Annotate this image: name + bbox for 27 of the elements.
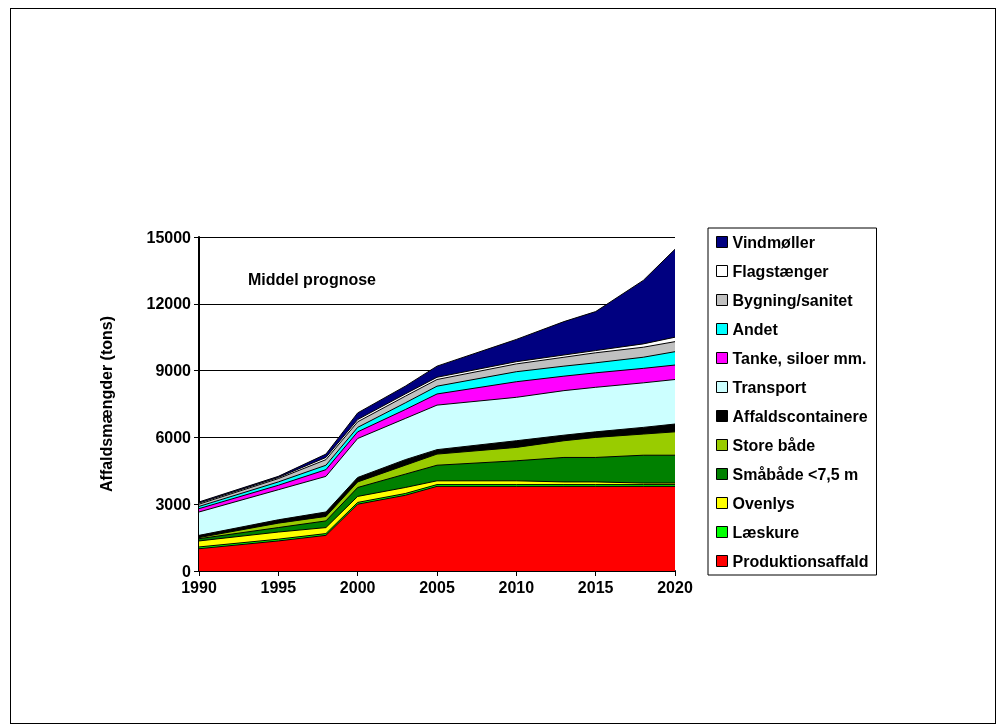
x-tick-label: 2015 [577, 578, 614, 596]
x-tick-label: 1995 [260, 578, 297, 596]
y-tick-label: 3000 [155, 495, 192, 513]
y-tick-label: 12000 [146, 295, 192, 313]
legend-label: Læskure [732, 523, 800, 541]
x-tick-label: 2005 [419, 578, 455, 596]
y-tick-label: 9000 [155, 362, 192, 380]
text: Middel prognose [248, 270, 377, 288]
legend-label: Vindmøller [732, 233, 815, 251]
legend-label: Transport [732, 378, 807, 396]
x-tick-label: 2000 [339, 578, 376, 596]
legend-label: Flagstænger [732, 262, 829, 280]
x-tick-label: 2010 [498, 578, 535, 596]
y-tick-label: 15000 [146, 228, 192, 246]
y-tick-label: 0 [182, 562, 192, 580]
y-tick-label: 6000 [155, 428, 192, 446]
legend-label: Småbåde <7,5 m [732, 465, 859, 483]
y-axis-title: Affaldsmængder (tons) [97, 316, 115, 492]
legend-label: Store både [732, 436, 816, 454]
x-tick-label: 1990 [181, 578, 217, 596]
legend-label: Andet [732, 320, 779, 338]
legend-label: Bygning/sanitet [732, 291, 854, 309]
x-tick-label: 2020 [657, 578, 693, 596]
legend-label: Produktionsaffald [732, 552, 869, 570]
legend-label: Affaldscontainere [732, 407, 868, 425]
legend-label: Tanke, siloer mm. [732, 349, 867, 367]
legend-label: Ovenlys [732, 494, 795, 512]
